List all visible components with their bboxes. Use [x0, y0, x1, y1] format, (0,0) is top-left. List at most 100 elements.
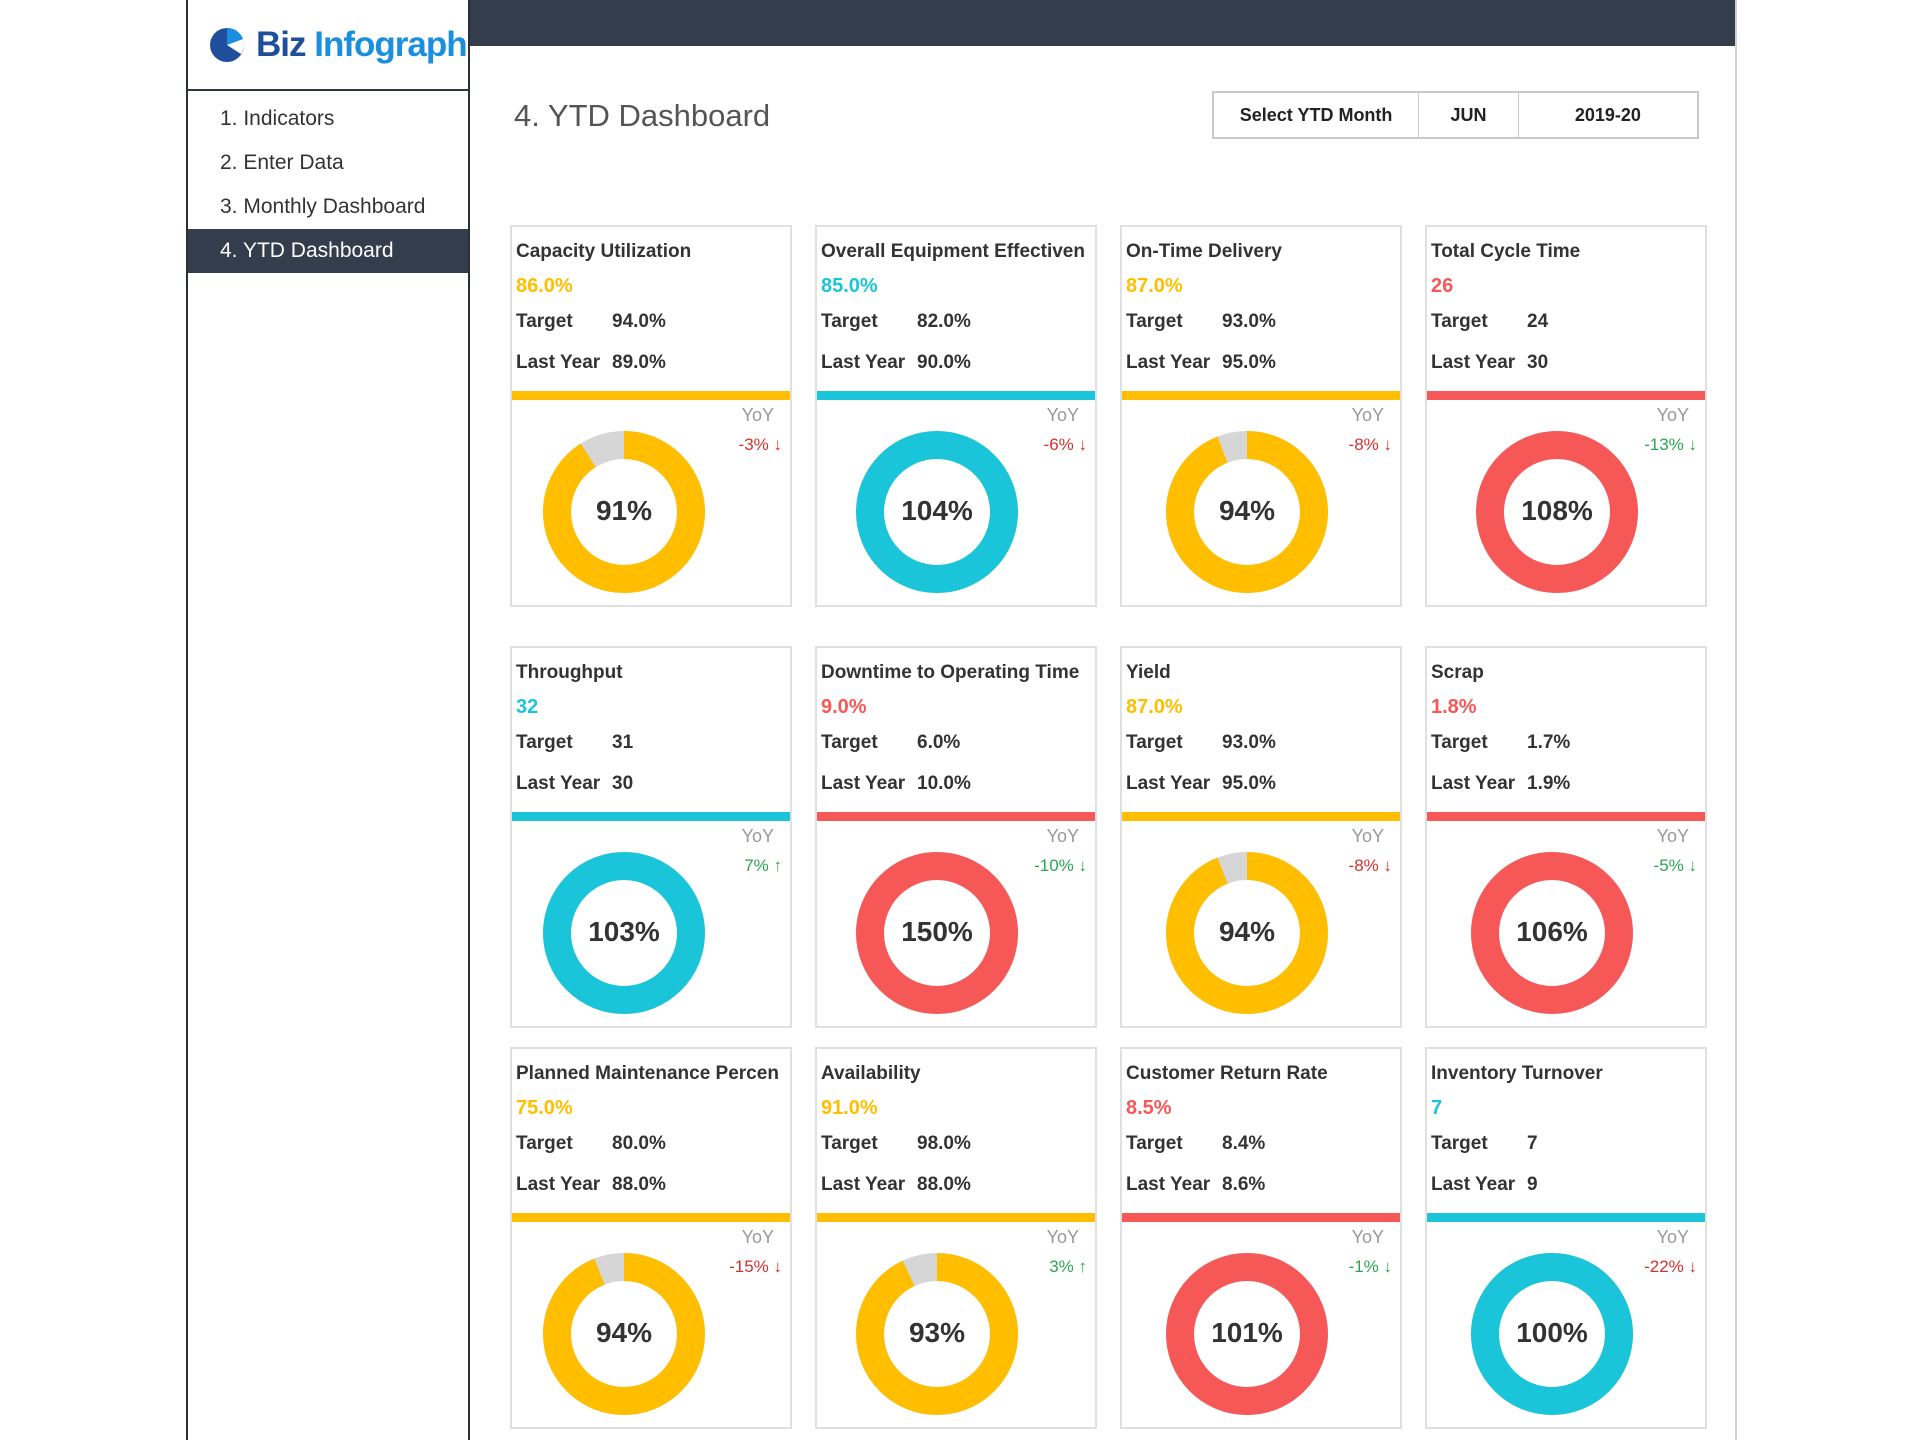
- kpi-title: Throughput: [516, 662, 623, 683]
- donut-fill: [1166, 852, 1328, 1014]
- last-year-value: 95.0%: [1222, 352, 1276, 373]
- yoy-change: -8% ↓: [1348, 435, 1392, 454]
- last-year-label: Last Year: [1126, 1174, 1211, 1195]
- kpi-value: 9.0%: [821, 696, 867, 718]
- yoy-label: YoY: [1656, 1227, 1689, 1247]
- yoy-change: -13% ↓: [1644, 435, 1697, 454]
- target-value: 1.7%: [1527, 732, 1571, 753]
- achievement-donut: [543, 1253, 705, 1415]
- kpi-title: Availability: [821, 1063, 921, 1084]
- last-year-value: 8.6%: [1222, 1174, 1266, 1195]
- achievement-percent: 100%: [1516, 1317, 1588, 1348]
- kpi-target-row: Target 93.0%: [1126, 732, 1276, 754]
- kpi-value: 7: [1431, 1097, 1443, 1119]
- achievement-percent: 104%: [901, 495, 973, 526]
- kpi-card: On-Time Delivery 87.0% Target 93.0% Last Yea…: [1120, 225, 1402, 607]
- kpi-last-year-row: Last Year 8.6%: [1126, 1174, 1265, 1196]
- nav-item-indicators[interactable]: 1. Indicators: [220, 107, 335, 130]
- target-label: Target: [1126, 1133, 1183, 1154]
- kpi-last-year-row: Last Year 89.0%: [516, 352, 666, 374]
- yoy-label: YoY: [741, 826, 774, 846]
- achievement-donut: [856, 431, 1018, 593]
- kpi-accent-bar: [817, 812, 1095, 821]
- kpi-last-year-row: Last Year 30: [516, 773, 633, 795]
- kpi-accent-bar: [1427, 1213, 1705, 1222]
- kpi-accent-bar: [1122, 1213, 1400, 1222]
- yoy-label: YoY: [741, 405, 774, 425]
- target-value: 7: [1527, 1133, 1538, 1154]
- yoy-change: -22% ↓: [1644, 1257, 1697, 1276]
- yoy-label: YoY: [1351, 1227, 1384, 1247]
- kpi-accent-bar: [817, 391, 1095, 400]
- kpi-card: Availability 91.0% Target 98.0% Last Year 88.…: [815, 1047, 1097, 1429]
- last-year-value: 9: [1527, 1174, 1538, 1195]
- last-year-label: Last Year: [821, 352, 906, 373]
- last-year-value: 88.0%: [917, 1174, 971, 1195]
- achievement-percent: 91%: [595, 495, 653, 526]
- achievement-percent: 150%: [901, 916, 973, 947]
- last-year-label: Last Year: [1431, 1174, 1516, 1195]
- achievement-percent: 94%: [595, 1317, 653, 1348]
- kpi-target-row: Target 31: [516, 732, 633, 754]
- achievement-percent: 106%: [1516, 916, 1588, 947]
- nav-item-enter-data[interactable]: 2. Enter Data: [220, 151, 344, 174]
- last-year-value: 30: [1527, 352, 1549, 373]
- kpi-title: Inventory Turnover: [1431, 1063, 1603, 1084]
- last-year-label: Last Year: [516, 1174, 601, 1195]
- yoy-label: YoY: [1351, 826, 1384, 846]
- fiscal-year-dropdown[interactable]: 2019-20: [1574, 104, 1641, 125]
- nav-item-monthly-dashboard[interactable]: 3. Monthly Dashboard: [220, 195, 426, 218]
- kpi-last-year-row: Last Year 30: [1431, 352, 1548, 374]
- kpi-card: Throughput 32 Target 31 Last Year 30 YoY 7% ↑ 10…: [510, 646, 792, 1028]
- yoy-change: -15% ↓: [729, 1257, 782, 1276]
- last-year-label: Last Year: [1126, 352, 1211, 373]
- kpi-target-row: Target 82.0%: [821, 311, 971, 333]
- donut-fill: [1471, 852, 1633, 1014]
- ytd-month-dropdown[interactable]: JUN: [1419, 93, 1519, 137]
- last-year-label: Last Year: [1431, 773, 1516, 794]
- yoy-change: -8% ↓: [1348, 856, 1392, 875]
- target-label: Target: [1126, 732, 1183, 753]
- kpi-value: 8.5%: [1126, 1097, 1172, 1119]
- target-label: Target: [821, 311, 878, 332]
- achievement-percent: 103%: [588, 916, 660, 947]
- kpi-last-year-row: Last Year 9: [1431, 1174, 1538, 1196]
- yoy-label: YoY: [1656, 826, 1689, 846]
- kpi-target-row: Target 8.4%: [1126, 1133, 1265, 1155]
- last-year-label: Last Year: [516, 773, 601, 794]
- yoy-label: YoY: [1046, 405, 1079, 425]
- yoy-change: -5% ↓: [1653, 856, 1697, 875]
- target-label: Target: [821, 1133, 878, 1154]
- donut-fill: [856, 431, 1018, 593]
- yoy-change: 3% ↑: [1049, 1257, 1087, 1276]
- kpi-title: Customer Return Rate: [1126, 1063, 1328, 1084]
- kpi-target-row: Target 98.0%: [821, 1133, 971, 1155]
- yoy-label: YoY: [1046, 826, 1079, 846]
- last-year-label: Last Year: [1431, 352, 1516, 373]
- target-value: 94.0%: [612, 311, 666, 332]
- kpi-title: Scrap: [1431, 662, 1484, 683]
- last-year-value: 88.0%: [612, 1174, 666, 1195]
- achievement-donut: [1471, 852, 1633, 1014]
- kpi-card: Yield 87.0% Target 93.0% Last Year 95.0% YoY -8…: [1120, 646, 1402, 1028]
- donut-fill: [543, 852, 705, 1014]
- kpi-target-row: Target 24: [1431, 311, 1548, 333]
- yoy-label: YoY: [741, 1227, 774, 1247]
- ytd-selector-label: Select YTD Month: [1214, 93, 1420, 137]
- sidebar: Biz Infograph 1. Indicators 2. Enter Dat…: [186, 0, 470, 1440]
- target-label: Target: [1126, 311, 1183, 332]
- kpi-value: 87.0%: [1126, 696, 1183, 718]
- donut-fill: [543, 431, 705, 593]
- last-year-label: Last Year: [821, 773, 906, 794]
- achievement-donut: [1166, 1253, 1328, 1415]
- last-year-label: Last Year: [821, 1174, 906, 1195]
- kpi-target-row: Target 94.0%: [516, 311, 666, 333]
- nav-item-ytd-dashboard[interactable]: 4. YTD Dashboard: [188, 229, 468, 273]
- kpi-last-year-row: Last Year 10.0%: [821, 773, 971, 795]
- achievement-donut: [543, 431, 705, 593]
- yoy-change: -6% ↓: [1043, 435, 1087, 454]
- achievement-percent: 101%: [1211, 1317, 1283, 1348]
- kpi-target-row: Target 1.7%: [1431, 732, 1570, 754]
- kpi-value: 32: [516, 696, 539, 718]
- kpi-title: Yield: [1126, 662, 1171, 683]
